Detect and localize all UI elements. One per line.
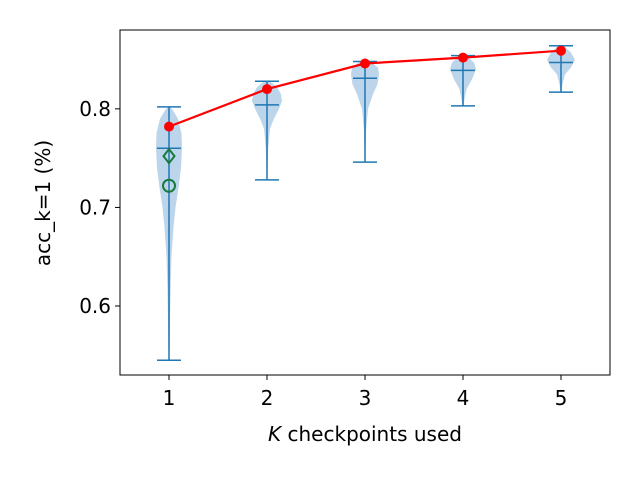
x-tick-label-3: 3 bbox=[359, 386, 372, 410]
x-axis: 1 2 3 4 5 bbox=[163, 375, 568, 410]
x-tick-label-4: 4 bbox=[457, 386, 470, 410]
y-axis: 0.6 0.7 0.8 bbox=[79, 97, 120, 318]
mean-point-4 bbox=[458, 52, 468, 63]
mean-point-2 bbox=[262, 84, 272, 95]
y-tick-label-0.6: 0.6 bbox=[79, 294, 111, 318]
mean-curve-group bbox=[164, 45, 566, 132]
y-axis-label: acc_k=1 (%) bbox=[31, 140, 55, 266]
x-axis-label: K checkpoints used bbox=[268, 422, 462, 446]
x-tick-label-5: 5 bbox=[555, 386, 568, 410]
mean-point-3 bbox=[360, 58, 370, 69]
y-tick-label-0.8: 0.8 bbox=[79, 97, 111, 121]
x-tick-label-2: 2 bbox=[261, 386, 274, 410]
extra-marker-group bbox=[162, 147, 176, 193]
y-tick-label-0.7: 0.7 bbox=[79, 195, 111, 219]
diamond-marker bbox=[162, 147, 176, 165]
circle-marker bbox=[162, 178, 176, 193]
mean-point-5 bbox=[556, 45, 566, 56]
whisker-group bbox=[157, 45, 573, 361]
x-tick-label-1: 1 bbox=[163, 386, 176, 410]
x-axis-label-rest: checkpoints used bbox=[281, 422, 462, 446]
x-axis-label-italic: K bbox=[268, 422, 283, 446]
mean-point-1 bbox=[164, 121, 174, 132]
